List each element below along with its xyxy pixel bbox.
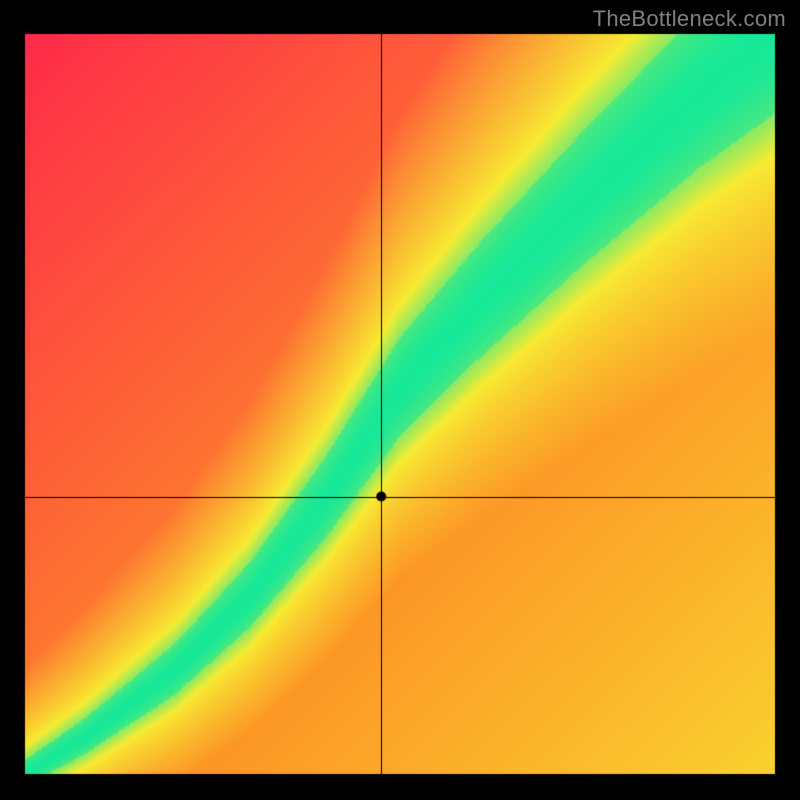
- bottleneck-heatmap: [0, 0, 800, 800]
- watermark-text: TheBottleneck.com: [593, 6, 786, 32]
- chart-container: TheBottleneck.com: [0, 0, 800, 800]
